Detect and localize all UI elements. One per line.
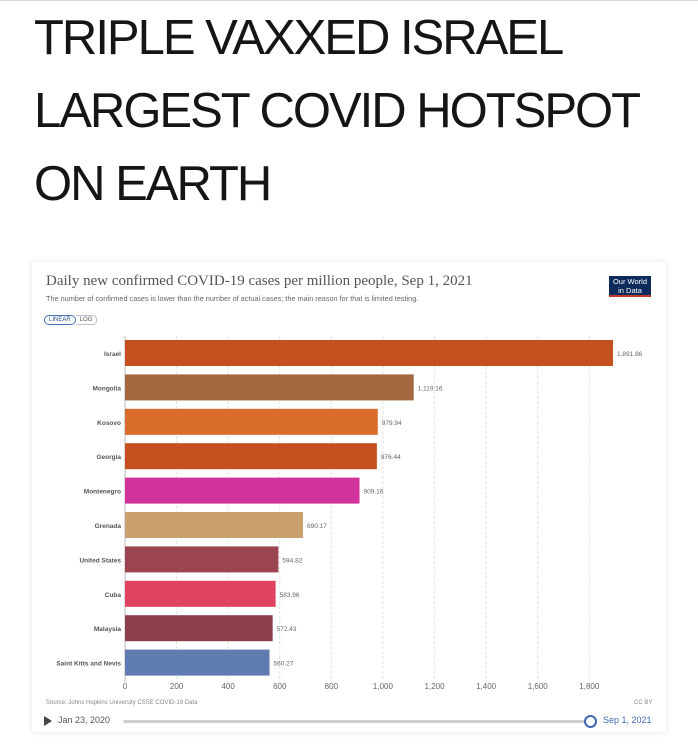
x-tick-label: 1,200	[425, 682, 446, 691]
bar[interactable]	[125, 340, 613, 366]
category-label: Montenegro	[84, 489, 121, 496]
bar[interactable]	[125, 408, 378, 435]
category-label: Saint Kitts and Nevis	[56, 661, 121, 668]
value-label: 690.17	[307, 523, 327, 530]
linear-scale-button[interactable]: LINEAR	[44, 315, 76, 325]
value-label: 583.96	[280, 592, 300, 599]
category-label: Grenada	[95, 523, 122, 530]
x-tick-label: 200	[170, 682, 184, 691]
chart-title: Daily new confirmed COVID-19 cases per m…	[46, 273, 473, 289]
x-tick-label: 1,600	[528, 682, 549, 691]
x-tick-label: 400	[221, 682, 235, 691]
logo-line-1: Our World	[612, 277, 648, 286]
license-link[interactable]: CC BY	[634, 700, 653, 706]
x-tick-label: 0	[123, 682, 128, 691]
timeline-track[interactable]	[123, 720, 589, 723]
x-tick-label: 800	[325, 682, 339, 691]
bar[interactable]	[125, 615, 273, 642]
category-label: Mongolia	[92, 385, 121, 392]
category-label: Kosovo	[97, 420, 121, 427]
owid-logo[interactable]: Our World in Data	[609, 276, 651, 297]
headline: TRIPLE VAXXED ISRAEL LARGEST COVID HOTSP…	[34, 11, 640, 211]
logo-line-2: in Data	[618, 285, 642, 295]
value-label: 1,891.86	[617, 351, 643, 358]
category-label: Georgia	[96, 454, 121, 461]
category-label: Malaysia	[94, 626, 121, 633]
top-divider	[0, 0, 698, 1]
value-label: 976.44	[381, 454, 401, 461]
category-label: Cuba	[105, 592, 122, 599]
value-label: 979.94	[382, 420, 402, 427]
chart-subtitle: The number of confirmed cases is lower t…	[46, 294, 419, 303]
timeline-handle[interactable]	[584, 715, 597, 728]
value-label: 572.43	[277, 626, 297, 633]
x-tick-label: 1,000	[373, 682, 394, 691]
x-tick-label: 1,400	[476, 682, 497, 691]
value-label: 1,119.16	[418, 385, 443, 392]
x-tick-label: 1,800	[579, 682, 600, 691]
value-label: 909.16	[364, 489, 384, 496]
scale-toggle: LINEAR LOG	[44, 315, 98, 325]
bar[interactable]	[125, 443, 377, 470]
category-label: Israel	[104, 351, 121, 358]
bar[interactable]	[125, 546, 279, 573]
category-label: United States	[79, 557, 121, 564]
bar[interactable]	[125, 477, 360, 504]
x-tick-label: 600	[273, 682, 287, 691]
timeline-start-label: Jan 23, 2020	[58, 715, 111, 725]
play-icon[interactable]	[44, 716, 52, 726]
source-note: Source: Johns Hopkins University CSSE CO…	[46, 700, 198, 706]
log-scale-button[interactable]: LOG	[75, 315, 98, 325]
value-label: 560.27	[274, 661, 294, 668]
timeline-end-label: Sep 1, 2021	[603, 715, 652, 725]
timeline: Jan 23, 2020 Sep 1, 2021	[40, 712, 662, 728]
bar[interactable]	[125, 512, 304, 538]
bar[interactable]	[125, 649, 270, 676]
bar[interactable]	[125, 374, 414, 401]
bar[interactable]	[125, 580, 276, 607]
value-label: 594.82	[282, 557, 302, 564]
